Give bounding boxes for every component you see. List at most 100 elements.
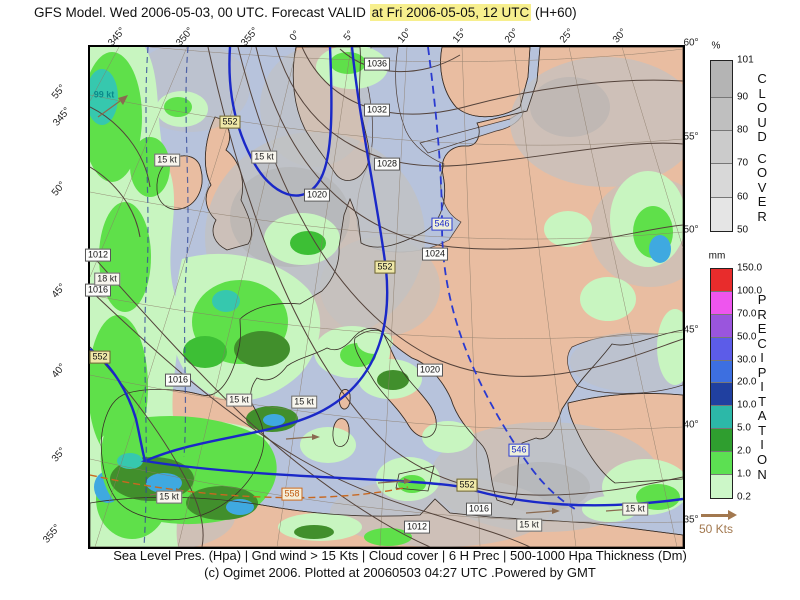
legend-color-segment (711, 269, 732, 292)
wind-speed-label: 15 kt (251, 150, 277, 164)
legend-title-char: U (757, 114, 767, 130)
cloud-cover-tick-labels: 101 90 80 70 60 50 (737, 55, 779, 236)
precipitation-colorbar (710, 268, 733, 499)
wind-reference-label: 50 Kts (699, 522, 734, 536)
wind-speed-label: 15 kt (226, 393, 252, 407)
graticule-label-bottom: 355° (41, 522, 63, 546)
isobar-lines (90, 47, 683, 547)
legend-title-char: C (757, 71, 767, 86)
graticule-label-left: 345° (51, 105, 73, 129)
legend-title-char: T (758, 393, 767, 409)
legend-caption: Sea Level Pres. (Hpa) | Gnd wind > 15 Kt… (113, 548, 687, 563)
legend-color-segment (711, 406, 732, 429)
graticule-label-left: 40° (49, 361, 69, 381)
graticule-label-left: 50° (49, 179, 69, 199)
graticule-label-left: 45° (49, 281, 69, 301)
legend-tick-label: 100.0 (737, 285, 763, 297)
legend-tick-label: 10.0 (737, 399, 757, 411)
graticule-label-top: 20° (502, 26, 522, 46)
legend-tick-label: 0.2 (737, 491, 751, 503)
pressure-label: 1020 (303, 188, 331, 202)
pressure-label: 1016 (465, 502, 493, 516)
graticule-label-right: 50° (683, 224, 699, 236)
title-prefix: GFS Model. Wed 2006-05-03, 00 UTC. Forec… (34, 5, 370, 20)
wind-speed-label: 15 kt (156, 490, 182, 504)
legend-color-segment (711, 315, 732, 338)
graticule-label-right: 55° (683, 131, 699, 143)
graticule-label-right: 45° (683, 324, 699, 336)
legend-title-char: R (757, 208, 767, 224)
thickness-558-line (90, 474, 409, 499)
legend-color-segment (711, 429, 732, 452)
legend-title-char: O (757, 452, 768, 468)
wind-speed-label: 15 kt (291, 395, 317, 409)
graticule-label-left: 35° (49, 445, 69, 465)
legend-color-segment (711, 61, 732, 98)
legend-color-segment (711, 383, 732, 406)
graticule-label-top: 30° (610, 26, 630, 46)
legend-color-segment (711, 475, 732, 498)
legend-title-char: L (758, 85, 766, 101)
thickness-552-line (228, 47, 333, 197)
legend-tick-label: 1.0 (737, 468, 751, 480)
thickness-552-label: 552 (219, 115, 241, 129)
legend-title-char: O (757, 100, 768, 116)
cloud-legend-units: % (711, 40, 721, 52)
thickness-552-label: 552 (456, 478, 478, 492)
legend-color-segment (711, 198, 732, 231)
legend-tick-label: 150.0 (737, 262, 763, 274)
legend-tick-label: 2.0 (737, 445, 751, 457)
pressure-label: 1036 (363, 57, 391, 71)
legend-color-segment (711, 131, 732, 164)
legend-color-segment (711, 361, 732, 383)
page-title: GFS Model. Wed 2006-05-03, 00 UTC. Forec… (34, 4, 577, 21)
legend-title-char: I (760, 379, 764, 395)
wind-reference-arrow (701, 514, 728, 517)
forecast-map: 1036 1032 1028 1024 1020 1020 1016 1016 1016 1012… (84, 45, 685, 549)
legend-title-char: D (757, 129, 767, 145)
title-valid-highlight: at Fri 2006-05-05, 12 UTC (369, 4, 532, 21)
map-graphic (90, 47, 683, 547)
pressure-label: 1016 (84, 283, 112, 297)
pressure-label: 1012 (403, 520, 431, 534)
wind-speed-label: 15 kt (622, 502, 648, 516)
legend-title-char: V (757, 179, 767, 195)
legend-title-char: N (757, 466, 767, 482)
wind-speed-label: 18 kt (94, 272, 120, 286)
pressure-label: 1012 (84, 248, 112, 262)
legend-tick-label: 70.0 (737, 308, 757, 320)
thickness-552-line (90, 348, 147, 462)
legend-tick-label: 30.0 (737, 354, 757, 366)
pressure-label: 1032 (363, 103, 391, 117)
legend-tick-label: 50.0 (737, 331, 757, 343)
legend-color-segment (711, 292, 732, 315)
pressure-label: 1028 (373, 157, 401, 171)
graticule-label-top: 15° (450, 26, 470, 46)
legend-tick-label: 60 (737, 191, 749, 203)
legend-color-segment (711, 338, 732, 361)
pressure-label: 1016 (164, 373, 192, 387)
legend-title-char: E (757, 321, 767, 337)
legend-title-char: I (760, 350, 764, 366)
legend-title-char: R (757, 306, 767, 322)
legend-tick-label: 5.0 (737, 422, 751, 434)
legend-title-char: C (757, 335, 767, 351)
graticule-label-right: 35° (683, 514, 699, 526)
legend-tick-label: 80 (737, 124, 749, 136)
wind-reference-arrowhead-icon (728, 510, 737, 520)
legend-tick-label: 70 (737, 157, 749, 169)
thickness-558-label: 558 (281, 487, 303, 501)
thickness-546-label: 546 (431, 217, 453, 231)
legend-title-char: O (757, 165, 768, 181)
legend-title-char: P (757, 292, 767, 307)
legend-color-segment (711, 98, 732, 131)
pressure-label: 1020 (416, 363, 444, 377)
graticule-label-left: 55° (49, 82, 69, 102)
precipitation-tick-labels: 150.0 100.0 70.0 50.0 30.0 20.0 10.0 5.0 2.0 1.0 0… (737, 263, 779, 503)
legend-title-char: E (757, 194, 767, 210)
precip-legend-units: mm (708, 250, 726, 262)
graticule-lines (90, 47, 683, 547)
thickness-546-line (427, 47, 576, 510)
